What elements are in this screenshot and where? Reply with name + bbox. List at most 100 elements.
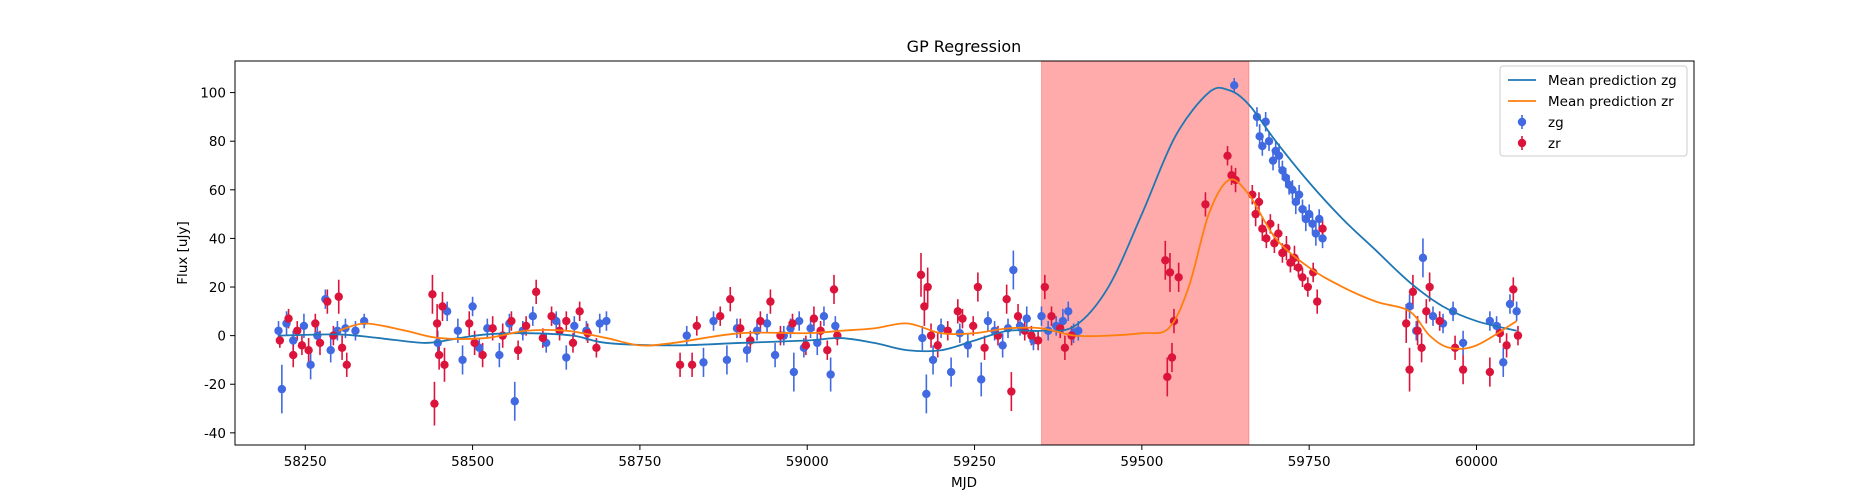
point-zg-99 (1428, 311, 1438, 321)
legend-swatch-zg (1517, 117, 1527, 127)
mean-prediction-lines-layer (278, 86, 1518, 353)
point-zr-116 (1502, 341, 1511, 350)
y-axis: -40 -20 0 20 40 60 80 100 (200, 86, 235, 442)
point-zr-51 (829, 285, 839, 294)
point-zg-20 (495, 350, 504, 360)
x-tick-label-59750: 59750 (1288, 454, 1331, 470)
point-zr-5 (304, 346, 313, 355)
point-zg-35 (722, 355, 732, 365)
point-zg-39 (762, 319, 772, 328)
y-tick-label-80: 80 (209, 134, 226, 150)
point-zr-27 (531, 287, 541, 297)
point-zr-37 (687, 360, 697, 369)
point-zr-24 (507, 316, 516, 326)
point-zr-43 (756, 316, 765, 326)
point-zg-87 (1291, 197, 1300, 207)
point-zg-96 (1405, 302, 1414, 311)
point-zr-1 (284, 314, 293, 323)
x-tick-label-59000: 59000 (786, 454, 829, 470)
point-zg-6 (313, 331, 322, 340)
point-zg-46 (806, 324, 815, 333)
point-zr-38 (692, 321, 701, 331)
point-zr-109 (1422, 307, 1431, 316)
point-zg-31 (602, 316, 611, 326)
point-zg-3 (289, 336, 298, 345)
point-zg-95 (1318, 234, 1327, 243)
point-zg-80 (1268, 156, 1278, 165)
point-zr-35 (592, 343, 601, 352)
point-zr-114 (1485, 367, 1495, 377)
point-zr-29 (547, 311, 556, 321)
point-zg-22 (510, 397, 519, 406)
highlight-span (1040, 61, 1250, 445)
point-zr-98 (1294, 263, 1303, 272)
line-mean-prediction-zr (338, 178, 1518, 350)
point-zg-27 (562, 353, 571, 362)
x-tick-label-58750: 58750 (618, 454, 661, 470)
point-zr-90 (1262, 234, 1271, 243)
point-zg-1 (277, 384, 287, 394)
point-zr-41 (736, 324, 745, 333)
point-zr-107 (1413, 326, 1422, 335)
point-zr-100 (1303, 282, 1313, 292)
legend-box (1499, 65, 1688, 157)
point-zr-69 (1027, 331, 1036, 340)
point-zr-93 (1274, 229, 1283, 238)
point-zg-51 (918, 333, 927, 343)
point-zg-11 (351, 326, 360, 335)
point-zr-48 (809, 314, 819, 323)
plot-area-frame (234, 60, 1695, 446)
point-zg-40 (770, 350, 780, 360)
point-zr-47 (801, 341, 811, 350)
point-zr-54 (920, 302, 929, 311)
point-zg-92 (1308, 219, 1317, 229)
point-zg-91 (1304, 209, 1314, 219)
point-zr-74 (1060, 343, 1070, 352)
highlight-span-layer (1040, 61, 1250, 445)
point-zg-73 (1074, 326, 1083, 335)
point-zr-60 (958, 314, 967, 323)
point-zg-44 (794, 316, 804, 326)
point-zg-5 (306, 360, 315, 369)
point-zr-31 (562, 316, 571, 326)
point-zr-83 (1223, 151, 1232, 160)
point-zg-17 (468, 302, 477, 311)
point-zr-99 (1298, 273, 1307, 282)
point-zr-40 (726, 294, 735, 304)
y-tick-label-0: 0 (217, 329, 226, 345)
point-zg-49 (826, 370, 835, 379)
y-tick-label--40: -40 (204, 426, 226, 442)
point-zg-0 (274, 326, 283, 335)
point-zg-63 (1009, 265, 1018, 275)
point-zr-21 (478, 350, 487, 360)
point-zg-65 (1022, 314, 1031, 323)
point-zr-81 (1174, 273, 1183, 282)
point-zg-37 (742, 346, 752, 355)
point-zg-16 (458, 355, 467, 365)
point-zr-79 (1167, 353, 1177, 362)
point-zr-13 (428, 290, 437, 299)
point-zr-78 (1165, 268, 1175, 277)
point-zr-110 (1425, 282, 1434, 292)
x-axis: 58250 58500 58750 59000 59250 59500 59750 60000 (284, 445, 1498, 470)
point-zr-2 (289, 350, 298, 360)
point-zr-77 (1163, 372, 1172, 382)
point-zg-77 (1258, 141, 1267, 151)
y-tick-label-40: 40 (209, 231, 226, 247)
point-zr-25 (513, 346, 523, 355)
point-zr-113 (1458, 365, 1468, 374)
point-zg-76 (1255, 132, 1264, 141)
point-zr-16 (434, 350, 444, 360)
point-zr-7 (315, 338, 325, 348)
point-zg-82 (1274, 151, 1284, 160)
point-zg-30 (595, 319, 604, 328)
point-zg-55 (946, 367, 956, 377)
point-zr-111 (1435, 316, 1444, 326)
point-zg-74 (1230, 81, 1239, 90)
point-zr-117 (1509, 285, 1518, 294)
point-zr-19 (465, 319, 474, 328)
point-zr-15 (432, 319, 442, 328)
point-zg-102 (1458, 338, 1468, 348)
point-zg-79 (1264, 137, 1274, 146)
